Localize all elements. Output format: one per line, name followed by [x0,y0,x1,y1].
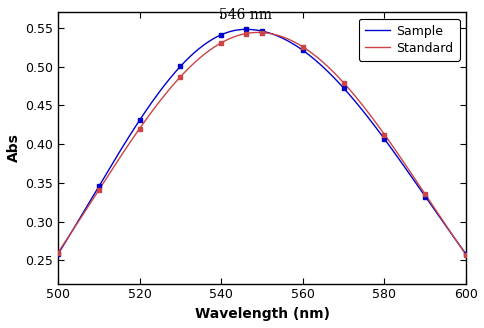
Sample [335,81,341,85]
Sample [373,127,379,131]
Standard [255,31,260,34]
Standard [335,75,341,79]
Standard [96,187,102,191]
Sample [462,252,468,256]
Sample [220,32,226,36]
Y-axis label: Abs: Abs [7,133,21,162]
Standard [55,251,61,255]
Standard [462,253,468,257]
Standard [373,122,379,126]
Standard [380,132,386,136]
Line: Sample: Sample [58,29,465,254]
Legend: Sample, Standard: Sample, Standard [358,19,459,61]
Sample [55,252,61,256]
Standard [234,34,240,38]
Standard [220,40,226,44]
Text: 546 nm: 546 nm [219,8,272,22]
Line: Standard: Standard [58,32,465,255]
X-axis label: Wavelength (nm): Wavelength (nm) [194,307,329,321]
Sample [234,28,240,32]
Sample [242,27,248,31]
Sample [96,183,102,187]
Sample [380,136,386,140]
